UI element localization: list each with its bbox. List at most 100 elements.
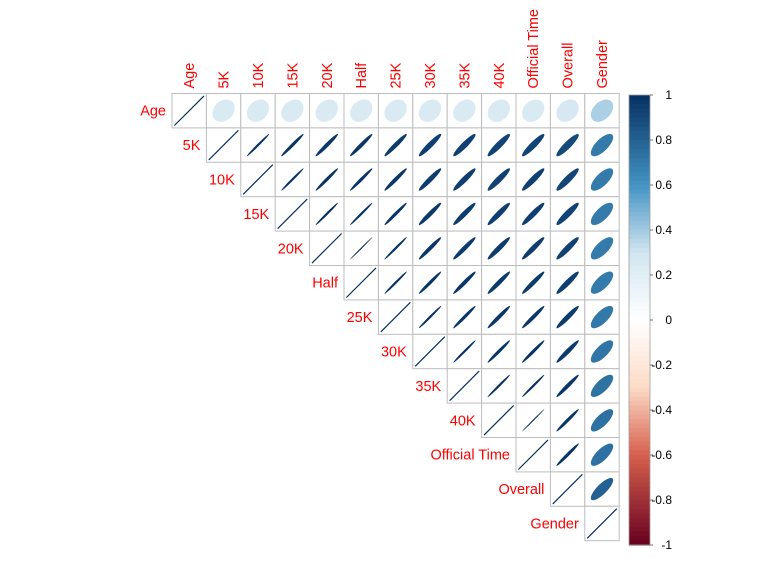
diagonal-line (552, 473, 583, 505)
cell-25k-25k (377, 299, 414, 335)
cell-5k-15k (274, 127, 311, 163)
correlation-ellipse (487, 99, 510, 122)
correlation-ellipse (590, 409, 614, 432)
cell-35k-overall (549, 368, 586, 404)
cell-border (446, 93, 483, 129)
cell-10k-15k (274, 161, 311, 198)
cell-40k-overall (549, 402, 586, 439)
cell-25k-35k (446, 299, 483, 335)
colorbar-tick-label: 1 (665, 88, 672, 102)
correlation-ellipse (281, 133, 304, 157)
colorbar-segment (629, 261, 650, 267)
correlation-ellipse (246, 99, 270, 122)
correlation-ellipse (453, 305, 476, 329)
colorbar-tick-label: -0.4 (651, 403, 672, 417)
colorbar-segment (629, 428, 650, 434)
colorbar-segment (629, 306, 650, 312)
cell-20k-25k (377, 230, 414, 267)
correlation-ellipse (522, 409, 545, 432)
colorbar-segment (629, 333, 650, 339)
colorbar-segment (629, 338, 650, 344)
correlation-ellipse (487, 374, 510, 398)
cell-5k-35k (446, 127, 483, 163)
correlation-ellipse (350, 99, 373, 122)
cell-age-25k (377, 93, 414, 129)
cell-gender-gender (584, 505, 620, 542)
cell-15k-gender (584, 196, 620, 232)
diagonal-line (517, 439, 549, 470)
cell-official-time-official-time (515, 437, 551, 473)
cell-5k-official-time (515, 127, 551, 163)
correlation-ellipse (556, 271, 579, 294)
row-label: 10K (209, 173, 235, 189)
colorbar-segment (629, 536, 650, 542)
cell-half-official-time (515, 265, 551, 301)
colorbar-segment (629, 153, 650, 159)
correlation-ellipse (590, 305, 614, 329)
colorbar-segment (629, 185, 650, 191)
correlation-ellipse (522, 133, 545, 157)
cell-border (412, 196, 448, 232)
cell-age-official-time (515, 93, 551, 129)
colorbar-segment (629, 320, 650, 326)
correlation-ellipse (590, 340, 614, 363)
correlation-ellipse (556, 99, 579, 122)
cell-age-overall (549, 93, 586, 129)
cell-5k-overall (549, 127, 586, 163)
colorbar-segment (629, 167, 650, 173)
correlation-ellipse (556, 443, 579, 466)
colorbar-tick-label: 0.8 (655, 133, 672, 147)
colorbar-segment (629, 248, 650, 254)
correlation-ellipse (556, 374, 579, 398)
row-label: 15K (243, 207, 269, 223)
colorbar-segment (629, 230, 650, 236)
diagonal-line (586, 508, 618, 539)
colorbar-tick-label: 0.4 (655, 223, 672, 237)
colorbar-segment (629, 243, 650, 249)
colorbar-segment (629, 162, 650, 168)
cell-25k-overall (549, 299, 586, 335)
cell-half-35k (446, 265, 483, 301)
colorbar-segment (629, 356, 650, 362)
cell-25k-40k (481, 299, 517, 335)
cell-5k-20k (309, 127, 345, 163)
colorbar-segment (629, 279, 650, 285)
cell-35k-35k (446, 368, 483, 404)
correlation-ellipse (556, 409, 579, 432)
colorbar-segment (629, 405, 650, 411)
colorbar-segment (629, 302, 650, 308)
cell-15k-35k (446, 196, 483, 232)
colorbar-segment (629, 518, 650, 524)
colorbar-segment (629, 383, 650, 389)
cell-5k-half (343, 127, 379, 163)
colorbar-segment (629, 423, 650, 429)
colorbar-segment (629, 392, 650, 398)
correlation-ellipse (453, 133, 476, 157)
cell-10k-25k (377, 161, 414, 198)
colorbar-segment (629, 140, 650, 146)
colorbar-segment (629, 531, 650, 537)
cell-20k-official-time (515, 230, 551, 267)
cell-5k-gender (584, 127, 620, 163)
cell-overall-overall (549, 471, 586, 507)
colorbar-segment (629, 441, 650, 447)
cell-10k-overall (549, 161, 586, 198)
colorbar-segment (629, 239, 650, 245)
cell-10k-official-time (515, 161, 551, 198)
colorbar-segment (629, 135, 650, 141)
colorbar-segment (629, 113, 650, 119)
colorbar-segment (629, 99, 650, 105)
correlation-ellipse (281, 168, 304, 191)
correlation-ellipse (522, 340, 545, 363)
colorbar-segment (629, 149, 650, 155)
cell-40k-gender (584, 402, 620, 439)
correlation-ellipse (590, 271, 614, 294)
cell-half-25k (377, 265, 414, 301)
cell-20k-40k (481, 230, 517, 267)
correlation-ellipse (418, 168, 442, 191)
colorbar-segment (629, 495, 650, 501)
cell-20k-half (343, 230, 379, 267)
colorbar-segment (629, 270, 650, 276)
correlation-ellipse (556, 305, 579, 329)
diagonal-line (414, 336, 446, 367)
